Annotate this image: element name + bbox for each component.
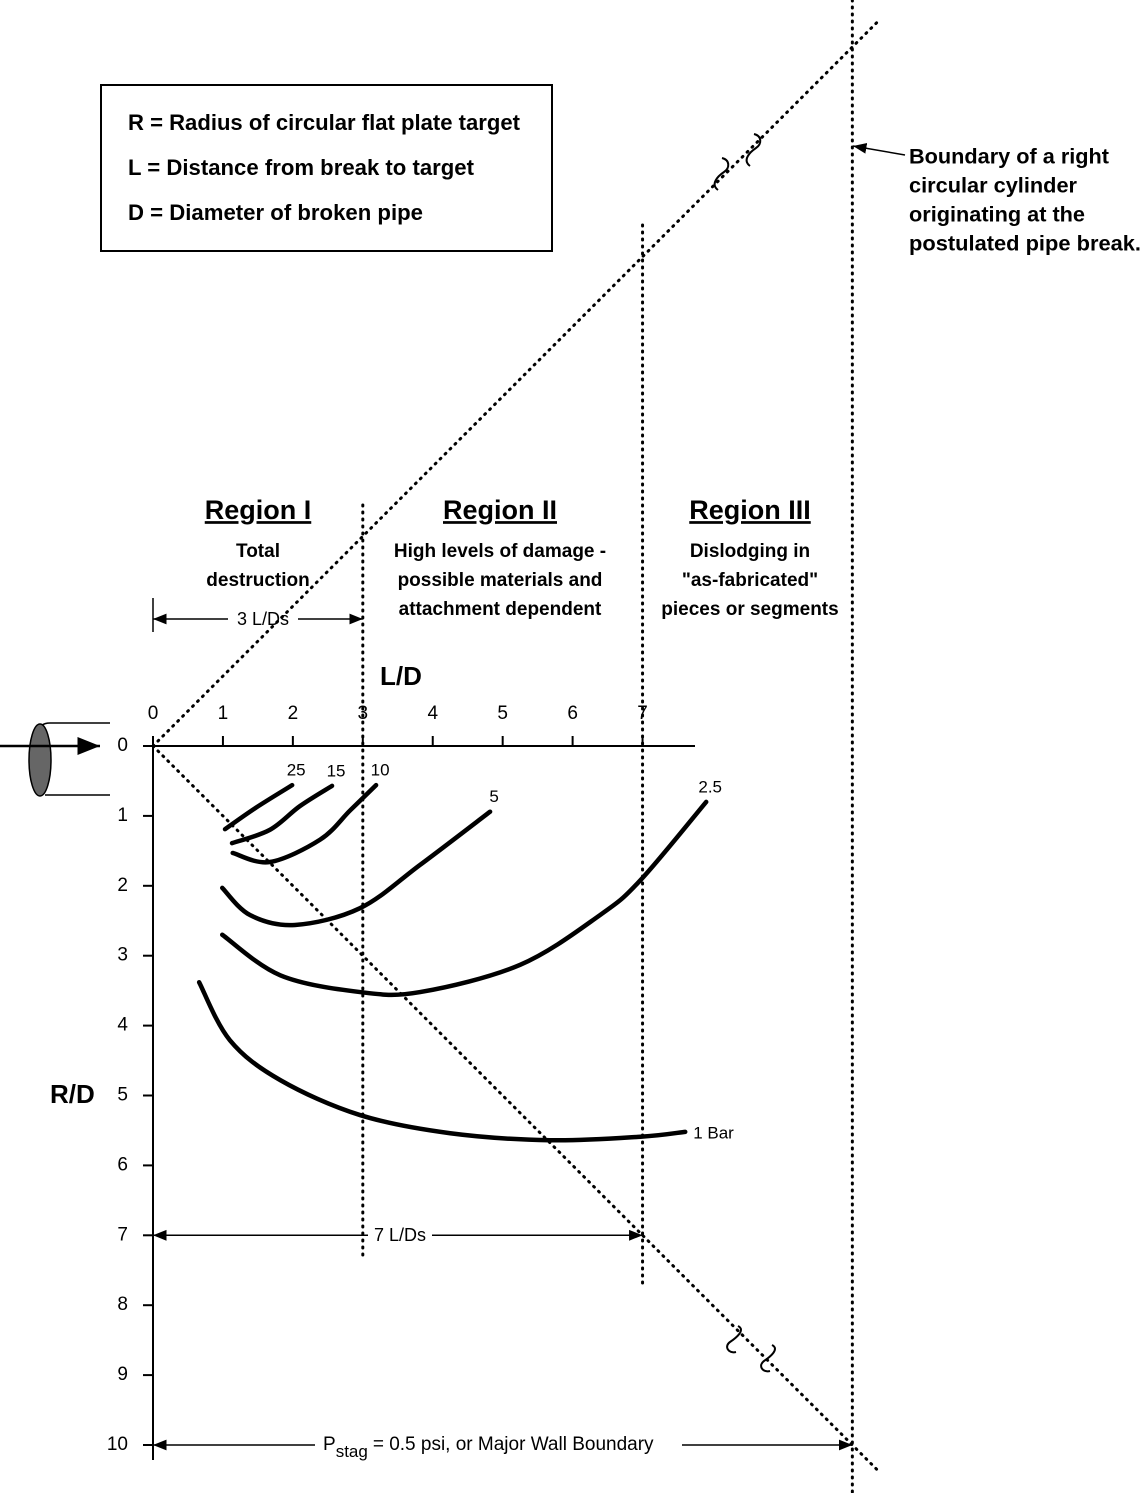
- y-tick-label: 2: [117, 875, 128, 896]
- isobar: [229, 783, 335, 846]
- x-tick-label: 1: [218, 703, 229, 724]
- isobar-label: 15: [327, 761, 346, 780]
- subscript: stag: [336, 1442, 368, 1461]
- region-description: Dislodging in: [690, 541, 810, 562]
- legend-line: D = Diameter of broken pipe: [128, 200, 423, 225]
- region-title: Region I: [205, 495, 312, 525]
- y-tick-label: 10: [107, 1434, 128, 1455]
- x-axis-label: L/D: [380, 661, 422, 691]
- x-tick-label: 4: [427, 703, 438, 724]
- y-tick-label: 5: [117, 1085, 128, 1106]
- region-description: destruction: [206, 570, 309, 591]
- x-tick-label: 6: [567, 703, 578, 724]
- region-description: Total: [236, 541, 280, 562]
- dimension-label: 3 L/Ds: [237, 609, 289, 629]
- note-line: postulated pipe break.: [909, 233, 1141, 256]
- x-tick-label: 2: [288, 703, 299, 724]
- region-title: Region II: [443, 495, 557, 525]
- y-tick-label: 1: [117, 805, 128, 826]
- isobar: [219, 809, 493, 928]
- wall-boundary-label: Pstag = 0.5 psi, or Major Wall Boundary: [323, 1434, 654, 1461]
- y-tick-label: 9: [117, 1364, 128, 1385]
- break-marks: [713, 133, 776, 1373]
- note-line: circular cylinder: [909, 175, 1077, 198]
- isobar-label: 1 Bar: [693, 1123, 734, 1142]
- isobar: [196, 980, 688, 1143]
- isobar-label: 25: [287, 761, 306, 780]
- x-tick-label: 5: [497, 703, 508, 724]
- isobar: [219, 799, 709, 998]
- y-tick-label: 8: [117, 1294, 128, 1315]
- y-axis-label: R/D: [50, 1079, 95, 1109]
- dimension-label: 7 L/Ds: [374, 1225, 426, 1245]
- symbol: P: [323, 1434, 336, 1455]
- region-description: "as-fabricated": [682, 570, 818, 591]
- region-description: possible materials and: [398, 570, 603, 591]
- y-tick-label: 0: [117, 735, 128, 756]
- isobar-label: 5: [489, 787, 498, 806]
- region-description: High levels of damage -: [394, 541, 606, 562]
- isobar: [230, 782, 379, 865]
- legend-line: R = Radius of circular flat plate target: [128, 110, 521, 135]
- isobar-label: 10: [371, 761, 390, 780]
- y-tick-label: 7: [117, 1224, 128, 1245]
- region-title: Region III: [689, 495, 811, 525]
- x-tick-label: 0: [148, 703, 159, 724]
- text: = 0.5 psi, or Major Wall Boundary: [373, 1434, 654, 1455]
- jet-boundary: [151, 744, 882, 1475]
- isobar: [222, 782, 295, 832]
- y-tick-label: 6: [117, 1154, 128, 1175]
- note-line: Boundary of a right: [909, 146, 1109, 169]
- legend-box: [100, 84, 553, 252]
- y-tick-label: 4: [117, 1015, 128, 1036]
- note-arrow: [852, 142, 906, 156]
- y-tick-label: 3: [117, 945, 128, 966]
- isobar-label: 2.5: [698, 777, 722, 796]
- legend-line: L = Distance from break to target: [128, 155, 475, 180]
- region-description: pieces or segments: [661, 599, 838, 620]
- region-description: attachment dependent: [399, 599, 602, 620]
- pipe: [0, 722, 110, 797]
- note-line: originating at the: [909, 204, 1085, 227]
